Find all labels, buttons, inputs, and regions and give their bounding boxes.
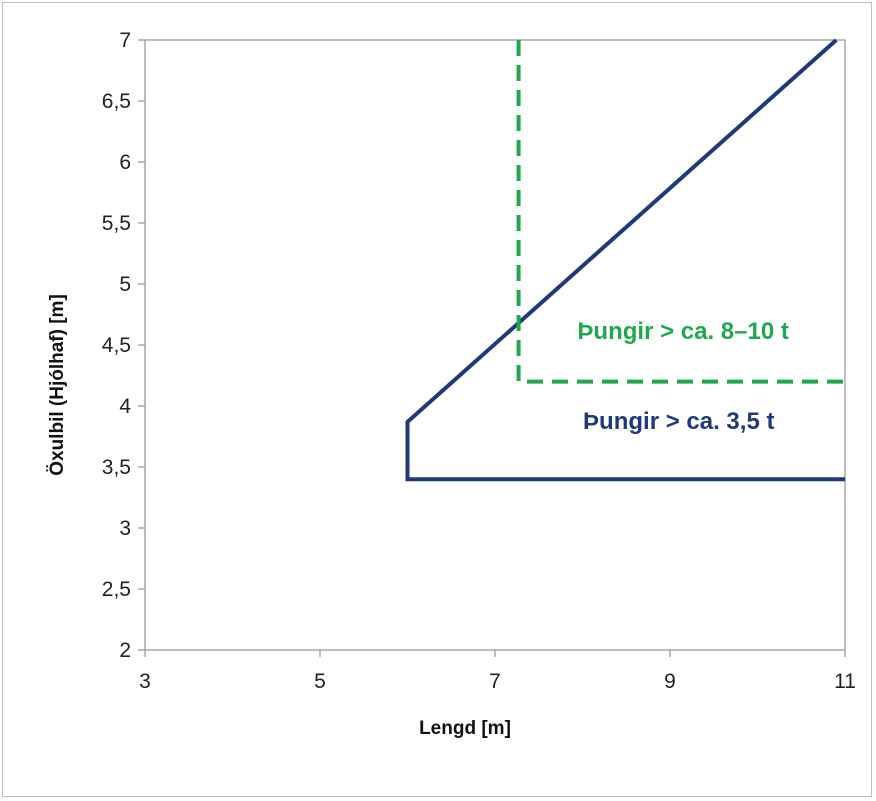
- series-group: [405, 38, 845, 482]
- chart-svg: 2 2,5 3 3,5 4 4,5 5 5,5 6 6,5 7 3 5 7 9 11 Þungir > ca…: [47, 29, 856, 739]
- y-tick-label: 7: [119, 29, 131, 52]
- y-tick-label: 3,5: [102, 456, 131, 479]
- series-line-2: [516, 40, 845, 384]
- y-tick-label: 5,5: [102, 212, 131, 235]
- region-label-2: Þungir > ca. 8–10 t: [577, 318, 788, 345]
- x-tick-label: 11: [834, 670, 856, 693]
- y-axis-title: Öxulbil (Hjólhaf) [m]: [47, 294, 68, 476]
- x-axis-title: Lengd [m]: [419, 718, 511, 739]
- x-tick-label: 7: [489, 670, 501, 693]
- x-tick-label: 9: [664, 670, 676, 693]
- x-tick-label: 5: [314, 670, 326, 693]
- y-tick-label: 4,5: [102, 334, 131, 357]
- y-tick-label: 2,5: [102, 578, 131, 601]
- annotations: Þungir > ca. 3,5 t Þungir > ca. 8–10 t: [577, 318, 788, 435]
- y-axis-ticks: 2 2,5 3 3,5 4 4,5 5 5,5 6 6,5 7: [102, 29, 145, 662]
- region-label-1: Þungir > ca. 3,5 t: [583, 408, 774, 435]
- y-tick-label: 4: [119, 395, 131, 418]
- x-axis-ticks: 3 5 7 9 11: [139, 650, 856, 693]
- y-tick-label: 2: [119, 639, 131, 662]
- y-tick-label: 5: [119, 273, 131, 296]
- y-tick-label: 3: [119, 517, 131, 540]
- series-line-1: [405, 38, 845, 482]
- x-tick-label: 3: [139, 670, 151, 693]
- y-tick-label: 6: [119, 151, 131, 174]
- y-tick-label: 6,5: [102, 90, 131, 113]
